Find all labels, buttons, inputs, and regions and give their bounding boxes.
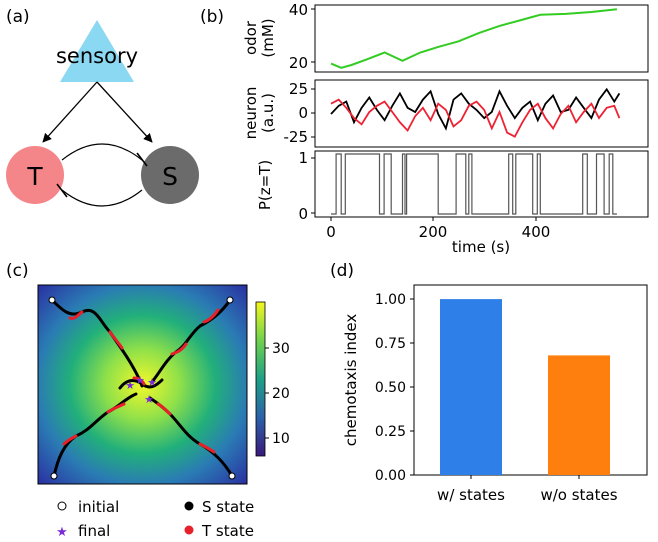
neuron-yunit: (a.u.) [259, 93, 277, 133]
odor-ytick-label-40: 40 [289, 1, 308, 19]
sensory-label: sensory [56, 44, 138, 68]
legend-s-label: S state [202, 498, 254, 516]
legend-s-marker [184, 501, 194, 511]
bar-axes [413, 284, 648, 476]
svg-text:★: ★ [144, 393, 154, 406]
legend-t-marker [184, 525, 194, 535]
colorbar-label-30: 30 [272, 341, 290, 357]
bar-ytick-label-100: 1.00 [375, 292, 406, 308]
panel-b-xlabel: time (s) [452, 238, 510, 256]
odor-ylabel: odor [242, 20, 260, 55]
neuron-ylabel: neuron [242, 87, 260, 140]
final-markers: ★ ★ ★ ★ [125, 374, 157, 406]
xtick-label-200: 200 [419, 223, 448, 241]
panel-d: (d) 1.00 0.75 0.50 0.25 0.00 w/ states w… [330, 261, 648, 504]
bar-ytick-label-075: 0.75 [375, 336, 406, 352]
neuron-s-line [330, 87, 621, 131]
colorbar [255, 301, 266, 457]
panel-c-label: (c) [6, 261, 29, 281]
bar-ytick-label-025: 0.25 [375, 424, 406, 440]
state-ytick-label-0: 0 [298, 205, 308, 223]
state-line [331, 153, 617, 215]
svg-text:★: ★ [135, 374, 145, 387]
colorbar-label-10: 10 [272, 431, 290, 447]
state-axes [314, 150, 649, 218]
s-node [141, 146, 199, 204]
neuron-ytick-label-0: 0 [298, 104, 308, 122]
inhibition-s-to-t [61, 189, 143, 207]
svg-text:★: ★ [125, 379, 135, 392]
panel-a-label: (a) [6, 7, 30, 27]
xtick-label-400: 400 [522, 223, 551, 241]
bar-category-with: w/ states [437, 486, 505, 504]
panel-b-label: (b) [200, 7, 224, 27]
legend-initial-label: initial [78, 498, 119, 516]
svg-text:★: ★ [147, 376, 157, 389]
inhibition-bar-t [56, 183, 68, 198]
legend-final-label: final [78, 522, 110, 540]
neuron-ytick-label-m25: -25 [284, 128, 309, 146]
odor-ytick-label-20: 20 [289, 54, 308, 72]
s-node-label: S [162, 162, 178, 191]
odor-line [330, 8, 618, 69]
bar-without-states [548, 355, 610, 475]
initial-markers [48, 296, 236, 480]
panel-d-label: (d) [330, 261, 354, 281]
bar-ytick-label-000: 0.00 [375, 468, 406, 484]
panel-b: (b) 40 20 odor (mM) 25 0 -25 neuron (a.u… [200, 1, 649, 256]
legend-final-marker: ★ [56, 525, 68, 540]
bar-with-states [440, 299, 502, 475]
legend-initial-marker [57, 501, 67, 511]
colorbar-label-20: 20 [272, 386, 290, 402]
xtick-label-0: 0 [326, 223, 336, 241]
odor-axes [314, 4, 649, 73]
odor-yunit: (mM) [259, 18, 277, 57]
inhibition-bar-s [136, 152, 148, 167]
arrow-sensory-to-s [96, 81, 153, 143]
neuron-axes [314, 79, 649, 148]
t-node [6, 146, 64, 204]
t-node-label: T [26, 162, 43, 191]
neuron-t-line [330, 98, 621, 138]
bar-category-without: w/o states [540, 486, 617, 504]
legend-t-label: T state [201, 522, 254, 540]
trajectories [50, 298, 234, 478]
state-ylabel: P(z=T) [256, 160, 274, 210]
neuron-ytick-label-25: 25 [289, 80, 308, 98]
state-ytick-label-1: 1 [298, 149, 308, 167]
inhibition-t-to-s [61, 143, 143, 161]
sensory-triangle [60, 20, 134, 82]
panel-a: (a) sensory T S [6, 7, 199, 207]
arrow-sensory-to-t [42, 81, 98, 143]
bar-ylabel: chemotaxis index [342, 314, 360, 447]
panel-c: (c) ★ ★ ★ ★ [6, 261, 290, 540]
bar-ytick-label-050: 0.50 [375, 380, 406, 396]
